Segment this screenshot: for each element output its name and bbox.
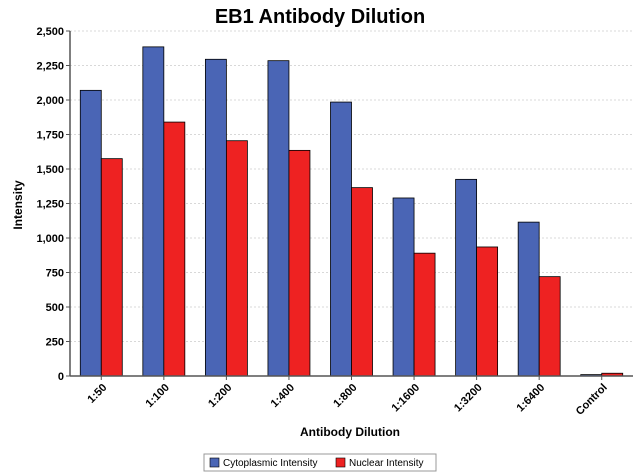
bar-cytoplasmic — [330, 101, 352, 377]
x-tick-label: 1:3200 — [452, 382, 485, 415]
x-tick-label: 1:400 — [269, 382, 297, 410]
bar-nuclear — [163, 121, 186, 377]
legend: Cytoplasmic Intensity Nuclear Intensity — [203, 453, 437, 472]
bar-nuclear — [413, 252, 436, 377]
y-tick-label: 0 — [58, 371, 64, 383]
bars — [79, 46, 624, 377]
y-tick-label: 2,250 — [36, 61, 64, 73]
x-tick-label: 1:100 — [144, 382, 172, 410]
y-tick-label: 1,500 — [36, 164, 64, 176]
bar-cytoplasmic — [204, 58, 227, 377]
x-tick-label: 1:6400 — [515, 382, 548, 415]
y-tick-label: 500 — [46, 302, 64, 314]
bar-nuclear — [476, 246, 499, 377]
y-tick-label: 250 — [46, 337, 64, 349]
y-ticks: 0 250 500 750 1,000 1,250 1,500 1,750 2,000 2,250… — [36, 26, 70, 383]
legend-label: Cytoplasmic Intensity — [223, 458, 317, 469]
x-tick-label: Control — [574, 382, 610, 418]
y-tick-label: 2,000 — [36, 95, 64, 107]
legend-label: Nuclear Intensity — [349, 458, 423, 469]
x-tick-label: 1:800 — [331, 382, 359, 410]
x-axis-label: Antibody Dilution — [300, 425, 400, 439]
x-tick-label: 1:200 — [206, 382, 234, 410]
legend-swatch — [209, 457, 220, 468]
y-tick-label: 2,500 — [36, 26, 64, 38]
y-axis-label: Intensity — [11, 180, 25, 230]
bar-nuclear — [288, 149, 311, 377]
y-tick-label: 1,250 — [36, 199, 64, 211]
bar-nuclear — [538, 276, 561, 377]
y-tick-label: 750 — [46, 268, 64, 280]
x-tick-label: 1:50 — [85, 382, 109, 406]
bar-cytoplasmic — [267, 60, 290, 377]
x-tick-label: 1:1600 — [389, 382, 422, 415]
bar-cytoplasmic — [142, 46, 165, 377]
bar-cytoplasmic — [392, 197, 415, 377]
legend-swatch — [335, 457, 346, 468]
legend-box — [203, 453, 437, 472]
bar-cytoplasmic — [455, 178, 478, 377]
bar-nuclear — [225, 140, 248, 377]
y-tick-label: 1,000 — [36, 233, 64, 245]
bar-nuclear — [351, 187, 373, 377]
bar-nuclear — [100, 158, 123, 377]
y-tick-label: 1,750 — [36, 130, 64, 142]
bar-cytoplasmic — [517, 221, 540, 377]
bar-cytoplasmic — [79, 89, 102, 377]
x-ticks: 1:50 1:100 1:200 1:400 1:800 1:1600 1:3200 1:64… — [85, 376, 610, 418]
chart-title: EB1 Antibody Dilution — [215, 6, 425, 28]
